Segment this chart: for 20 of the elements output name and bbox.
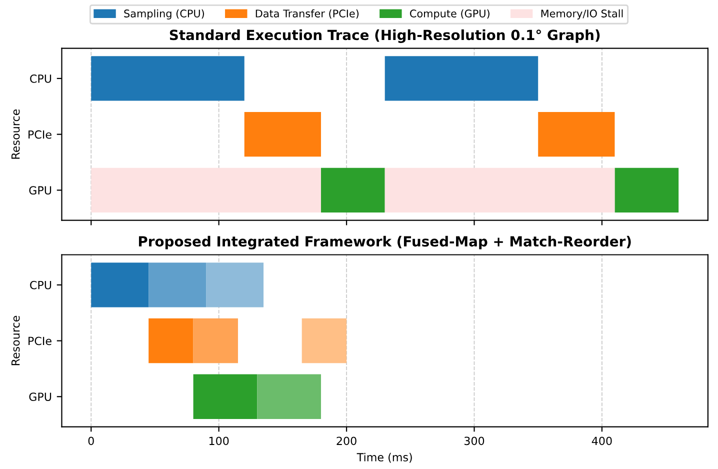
y-axis-title: Resource <box>11 109 20 159</box>
x-tick-label: 0 <box>88 436 94 446</box>
legend-label: Compute (GPU) <box>410 9 490 20</box>
y-tick-label: CPU <box>30 74 52 83</box>
y-tick-label: GPU <box>29 392 52 402</box>
y-tick-label: PCIe <box>28 130 52 139</box>
y-tick-label: PCIe <box>28 336 52 346</box>
x-tick-label: 300 <box>464 436 484 446</box>
y-tick-label: GPU <box>29 186 52 195</box>
x-tick-label: 100 <box>209 436 229 446</box>
y-tick-label: CPU <box>30 280 52 290</box>
legend-label: Data Transfer (PCIe) <box>256 9 359 19</box>
x-tick-label: 400 <box>592 436 612 446</box>
legend-label: Memory/IO Stall <box>541 9 623 20</box>
x-axis-title: Time (ms) <box>356 452 412 463</box>
x-tick-label: 200 <box>336 436 356 446</box>
chart-title: Proposed Integrated Framework (Fused-Map + Match-Reorder) <box>138 236 631 250</box>
legend-label: Sampling (CPU) <box>124 9 204 20</box>
y-axis-title: Resource <box>11 316 20 366</box>
chart-title: Standard Execution Trace (High-Resolution 0.1° Graph) <box>170 29 600 43</box>
